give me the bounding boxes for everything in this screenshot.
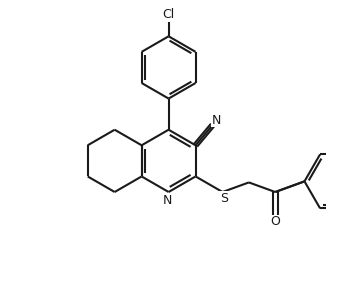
Text: N: N: [212, 114, 222, 127]
Text: O: O: [270, 215, 280, 228]
Text: Cl: Cl: [163, 8, 175, 21]
Text: S: S: [220, 192, 228, 205]
Text: N: N: [163, 194, 172, 207]
